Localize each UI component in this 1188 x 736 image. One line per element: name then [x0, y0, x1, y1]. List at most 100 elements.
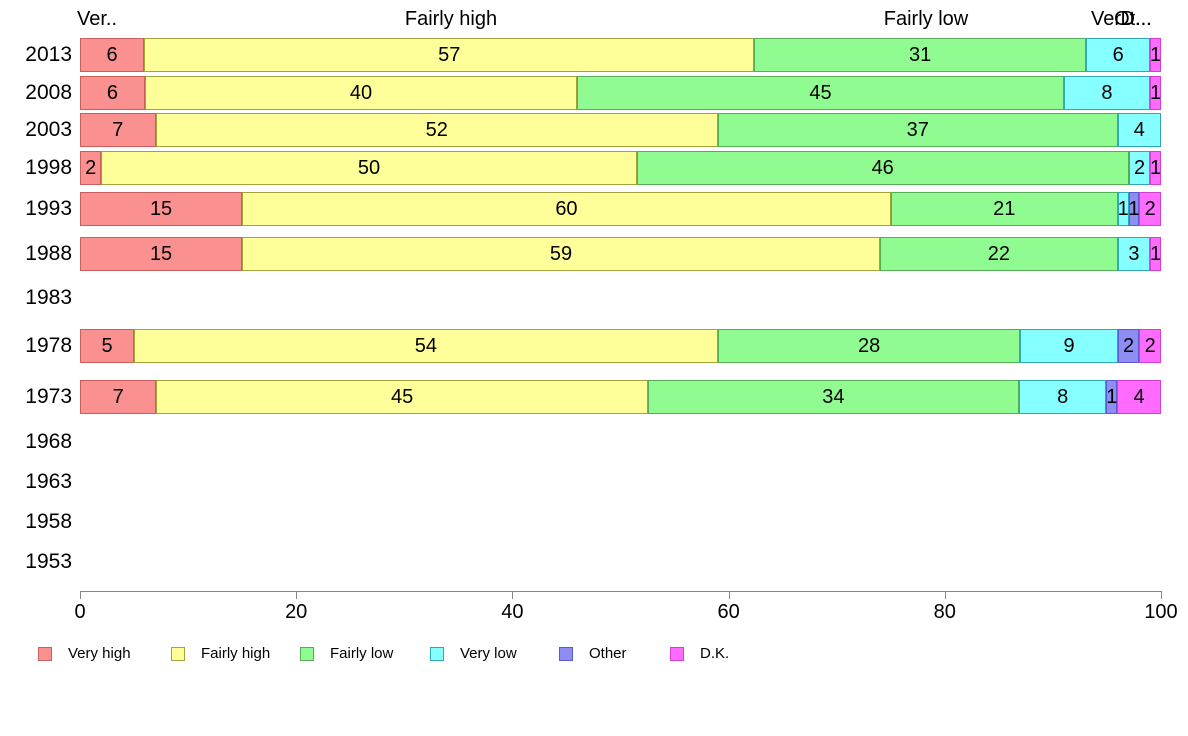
- x-axis-tick-label-60: 60: [717, 601, 740, 623]
- segment-very-high-1973[interactable]: 7: [80, 380, 157, 414]
- segment-other-1973[interactable]: 1: [1106, 380, 1117, 414]
- segment-value: 52: [425, 119, 448, 141]
- column-header-ver: Ver..: [76, 8, 118, 30]
- segment-fairly-high-1973[interactable]: 45: [156, 380, 648, 414]
- segment-very-low-1998[interactable]: 2: [1128, 151, 1151, 185]
- segment-very-low-1973[interactable]: 8: [1019, 380, 1107, 414]
- segment-very-high-1978[interactable]: 5: [80, 329, 135, 363]
- year-label-1973: 1973: [25, 385, 72, 408]
- segment-fairly-low-1978[interactable]: 28: [717, 329, 1021, 363]
- legend-label-fairly-low: Fairly low: [330, 645, 394, 662]
- segment-fairly-low-2008[interactable]: 45: [577, 76, 1064, 110]
- segment-d-k-1978[interactable]: 2: [1139, 329, 1161, 363]
- segment-fairly-high-1998[interactable]: 50: [101, 151, 637, 185]
- chart-row-1993: 1993 15 60 21 1 1 2: [0, 192, 1188, 226]
- x-axis-tick-60: [728, 591, 730, 599]
- segment-very-low-2008[interactable]: 8: [1063, 76, 1151, 110]
- segment-other-1993[interactable]: 1: [1128, 192, 1140, 226]
- chart-row-1983: 1983: [0, 281, 1188, 315]
- segment-value: 54: [414, 335, 438, 357]
- year-label-1993: 1993: [25, 197, 72, 220]
- segment-other-1978[interactable]: 2: [1117, 329, 1140, 363]
- segment-very-high-2003[interactable]: 7: [80, 113, 156, 147]
- segment-value: 7: [112, 386, 124, 408]
- chart-row-2003: 2003 7 52 37 4: [0, 113, 1188, 147]
- segment-value: 37: [906, 119, 929, 141]
- year-label-1963: 1963: [25, 470, 72, 493]
- segment-d-k-2008[interactable]: 1: [1150, 76, 1161, 110]
- segment-fairly-low-1993[interactable]: 21: [890, 192, 1118, 226]
- legend-item-fairly-high[interactable]: Fairly high: [171, 646, 270, 662]
- x-axis-tick-label-20: 20: [285, 601, 308, 623]
- segment-value: 7: [112, 119, 124, 141]
- segment-value: 1: [1150, 243, 1162, 265]
- legend-item-fairly-low[interactable]: Fairly low: [300, 646, 393, 662]
- legend-item-d-k[interactable]: D.K.: [670, 646, 729, 662]
- segment-value: 1: [1106, 386, 1118, 408]
- segment-fairly-low-1998[interactable]: 46: [636, 151, 1129, 185]
- segment-fairly-high-1978[interactable]: 54: [134, 329, 718, 363]
- x-axis-tick-100: [1161, 591, 1162, 599]
- segment-value: 6: [106, 44, 118, 66]
- segment-fairly-high-1988[interactable]: 59: [242, 237, 880, 271]
- segment-value: 2: [1144, 198, 1156, 220]
- legend-item-very-low[interactable]: Very low: [430, 646, 517, 662]
- segment-value: 45: [809, 82, 832, 104]
- year-label-1978: 1978: [25, 334, 72, 357]
- segment-very-high-1988[interactable]: 15: [80, 237, 243, 271]
- segment-value: 9: [1063, 335, 1075, 357]
- legend-swatch-fairly-high: [171, 647, 185, 661]
- segment-value: 59: [549, 243, 573, 265]
- segment-very-low-1978[interactable]: 9: [1020, 329, 1118, 363]
- bar-2008: 6 40 45 8 1: [80, 76, 1161, 110]
- segment-d-k-1988[interactable]: 1: [1150, 237, 1161, 271]
- segment-value: 2: [1133, 157, 1146, 179]
- segment-value: 46: [871, 157, 894, 179]
- segment-value: 6: [1112, 44, 1124, 66]
- year-label-1953: 1953: [25, 550, 72, 573]
- segment-value: 1: [1128, 198, 1140, 220]
- bar-2013: 6 57 31 6 1: [80, 38, 1161, 72]
- segment-value: 2: [1122, 335, 1135, 357]
- segment-value: 34: [822, 386, 845, 408]
- segment-fairly-low-1988[interactable]: 22: [879, 237, 1118, 271]
- segment-value: 1: [1150, 82, 1162, 104]
- segment-value: 21: [993, 198, 1016, 220]
- segment-d-k-1973[interactable]: 4: [1117, 380, 1161, 414]
- segment-very-low-1993[interactable]: 1: [1118, 192, 1129, 226]
- segment-very-low-2003[interactable]: 4: [1117, 113, 1161, 147]
- segment-very-low-1988[interactable]: 3: [1117, 237, 1151, 271]
- segment-value: 4: [1133, 119, 1145, 141]
- segment-d-k-1993[interactable]: 2: [1139, 192, 1161, 226]
- segment-very-high-1993[interactable]: 15: [80, 192, 243, 226]
- chart-row-1973: 1973 7 45 34 8 1 4: [0, 380, 1188, 414]
- legend-item-other[interactable]: Other: [559, 646, 627, 662]
- segment-fairly-high-2013[interactable]: 57: [144, 38, 755, 72]
- chart-row-1998: 1998 2 50 46 2 1: [0, 151, 1188, 185]
- segment-d-k-1998[interactable]: 1: [1150, 151, 1161, 185]
- legend-label-very-high: Very high: [68, 645, 131, 662]
- segment-very-low-2013[interactable]: 6: [1086, 38, 1151, 72]
- chart-row-1978: 1978 5 54 28 9 2 2: [0, 329, 1188, 363]
- segment-value: 1: [1150, 44, 1162, 66]
- segment-very-high-2013[interactable]: 6: [80, 38, 145, 72]
- legend-swatch-d-k: [670, 647, 684, 661]
- x-axis-tick-20: [296, 591, 298, 599]
- segment-very-high-2008[interactable]: 6: [80, 76, 145, 110]
- segment-fairly-high-1993[interactable]: 60: [242, 192, 891, 226]
- legend-item-very-high[interactable]: Very high: [38, 646, 131, 662]
- segment-value: 40: [349, 82, 373, 104]
- year-label-1988: 1988: [25, 242, 72, 265]
- segment-fairly-low-2013[interactable]: 31: [754, 38, 1087, 72]
- segment-fairly-low-1973[interactable]: 34: [647, 380, 1020, 414]
- segment-fairly-low-2003[interactable]: 37: [717, 113, 1118, 147]
- segment-value: 50: [357, 157, 381, 179]
- x-axis-tick-80: [944, 591, 946, 599]
- segment-fairly-high-2008[interactable]: 40: [144, 76, 578, 110]
- segment-fairly-high-2003[interactable]: 52: [155, 113, 718, 147]
- segment-value: 1: [1150, 157, 1162, 179]
- column-header-fairly-low: Fairly low: [883, 8, 969, 30]
- segment-very-high-1998[interactable]: 2: [80, 151, 102, 185]
- segment-d-k-2013[interactable]: 1: [1150, 38, 1161, 72]
